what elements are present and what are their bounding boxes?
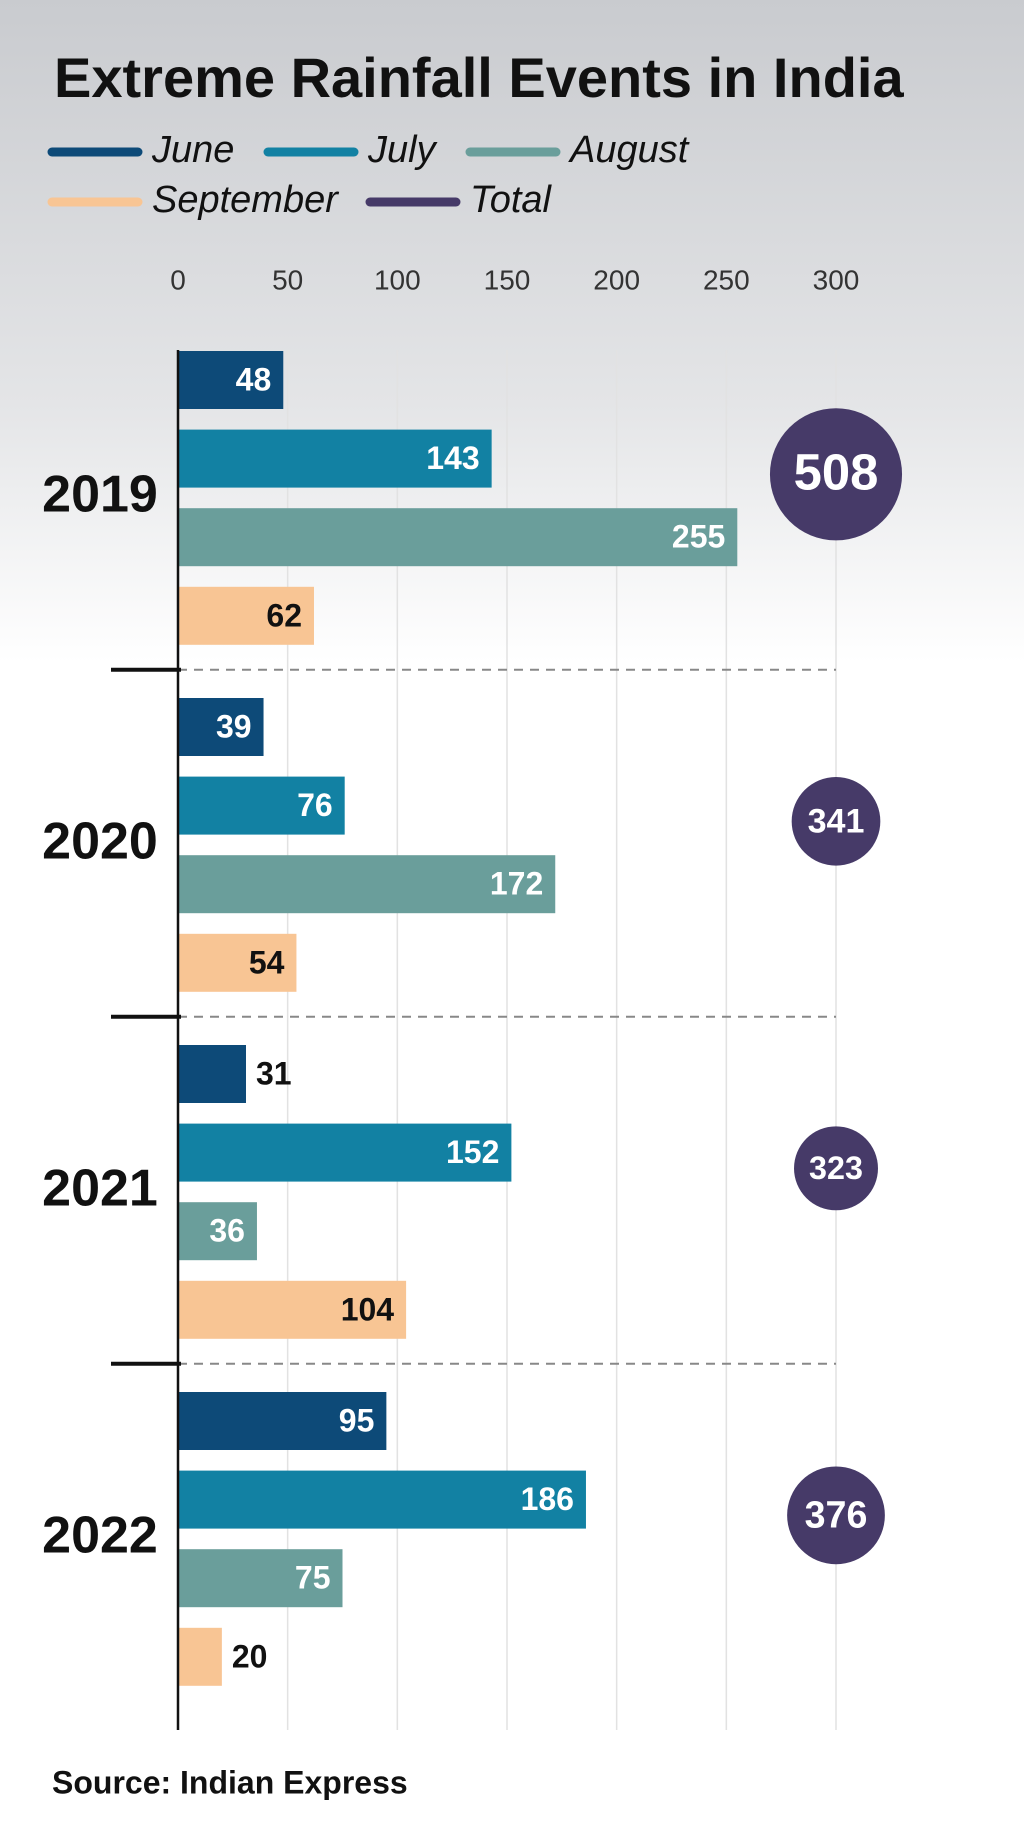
x-tick-label: 0 [170,264,186,295]
value-label: 95 [339,1402,375,1438]
total-label: 376 [805,1493,868,1535]
bar [178,1123,512,1182]
value-label: 20 [232,1638,268,1674]
value-label: 31 [256,1055,292,1091]
category-label: 2021 [42,1160,158,1218]
source: Source: Indian Express [52,1764,408,1800]
value-label: 143 [426,440,479,476]
category-label: 2020 [42,813,158,871]
bar [178,698,264,756]
bar [178,1549,343,1608]
value-label: 186 [521,1481,574,1517]
x-tick-label: 300 [813,264,860,295]
bar [178,351,284,409]
total-label: 341 [808,802,865,840]
legend-label: Total [470,179,553,221]
bar [178,1202,257,1261]
x-tick-label: 200 [593,264,640,295]
value-label: 48 [236,361,272,397]
legend-label: September [152,179,339,221]
value-label: 172 [490,866,543,902]
legend-label: June [151,129,234,171]
total-bubble [791,776,881,866]
total-bubble [794,1126,878,1211]
bar [178,1280,407,1339]
category-label: 2022 [42,1507,158,1565]
chart-title: Extreme Rainfall Events in India [54,46,904,109]
value-label: 152 [446,1134,499,1170]
x-tick-label: 250 [703,264,750,295]
bar [178,776,345,835]
bar [178,1627,222,1686]
total-label: 508 [794,444,879,501]
bar [178,933,297,992]
value-label: 36 [209,1213,245,1249]
bar [178,508,738,567]
legend-label: August [568,129,690,171]
value-label: 54 [249,944,285,980]
legend-label: July [367,129,438,171]
value-label: 75 [295,1560,331,1596]
bar [178,1045,246,1103]
x-tick-label: 150 [484,264,531,295]
value-label: 255 [672,519,725,555]
bar [178,429,492,488]
x-tick-label: 50 [272,264,303,295]
x-tick-label: 100 [374,264,421,295]
value-label: 39 [216,708,252,744]
bar [178,1470,586,1529]
bar [178,1392,387,1450]
bar [178,586,314,645]
value-label: 104 [341,1291,395,1327]
total-label: 323 [809,1150,863,1186]
category-label: 2019 [42,466,158,524]
total-bubble [787,1466,885,1565]
bar [178,855,556,914]
value-label: 62 [266,597,302,633]
total-bubble [769,408,903,541]
value-label: 76 [297,787,333,823]
